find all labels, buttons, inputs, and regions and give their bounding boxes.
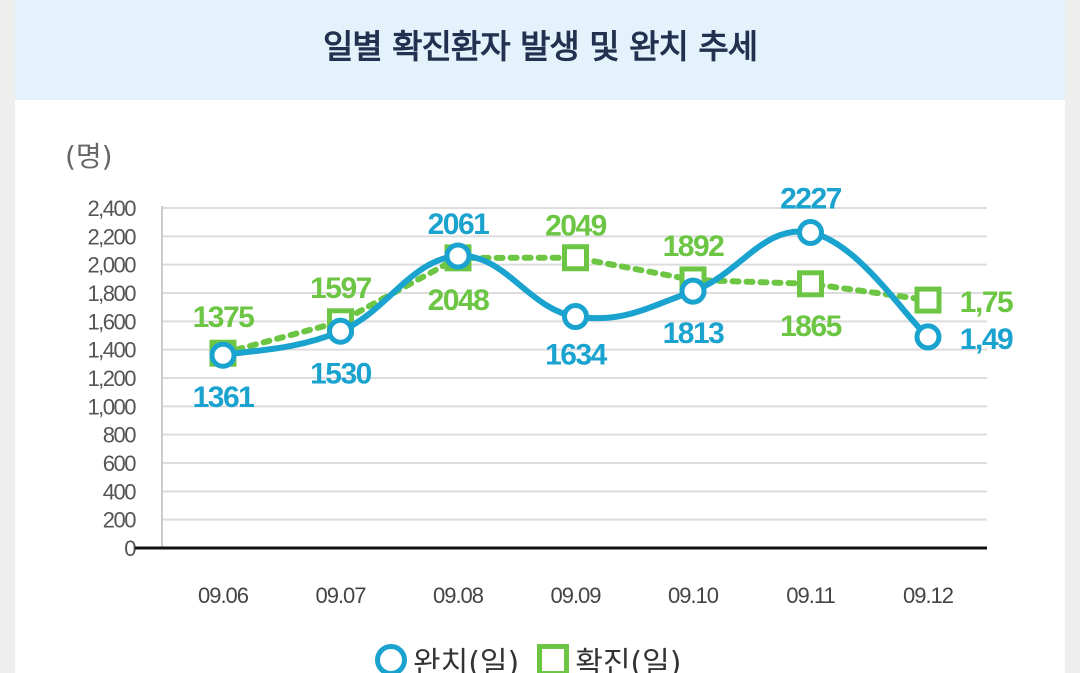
x-tick-label: 09.07 <box>315 583 366 608</box>
y-tick-label: 0 <box>124 536 136 561</box>
y-tick-label: 2,400 <box>87 196 136 221</box>
series-recovered <box>209 219 942 369</box>
recovered-point <box>209 341 237 369</box>
confirmed-data-label: 1865 <box>780 310 842 343</box>
recovered-data-label: 1361 <box>193 381 255 414</box>
legend-label-confirmed: 확진(일) <box>575 646 682 673</box>
x-tick-label: 09.11 <box>786 583 835 608</box>
x-tick-label: 09.06 <box>198 583 249 608</box>
chart-title: 일별 확진환자 발생 및 완치 추세 <box>322 27 758 66</box>
legend-label-recovered: 완치(일) <box>413 646 520 673</box>
y-tick-label: 400 <box>103 479 136 504</box>
y-tick-label: 1,000 <box>87 394 136 419</box>
square-marker-icon <box>537 644 570 673</box>
chart-legend: 완치(일) 확진(일) <box>375 640 681 673</box>
y-tick-label: 200 <box>103 508 136 533</box>
recovered-data-label: 1813 <box>663 317 725 350</box>
confirmed-point <box>562 244 589 272</box>
recovered-point <box>327 317 354 345</box>
legend-item-confirmed[interactable]: 확진(일) <box>537 638 681 673</box>
y-tick-label: 1,200 <box>87 366 136 391</box>
legend-item-recovered[interactable]: 완치(일) <box>375 638 519 673</box>
y-tick-label: 2,000 <box>87 253 136 278</box>
recovered-point <box>797 219 824 247</box>
labels-recovered: 1361 1530 2061 1634 1813 2227 1,49 <box>193 183 1015 415</box>
y-tick-label: 800 <box>103 423 136 448</box>
labels-confirmed: 1375 1597 2048 2049 1892 1865 1,75 <box>193 210 1015 343</box>
x-tick-label: 09.09 <box>550 583 601 608</box>
confirmed-data-label: 1375 <box>193 301 255 334</box>
x-tick-label: 09.08 <box>433 583 484 608</box>
confirmed-data-label: 2049 <box>545 210 607 243</box>
x-tick-label: 09.12 <box>903 583 954 608</box>
y-tick-label: 1,400 <box>87 338 136 363</box>
circle-marker-icon <box>375 644 407 673</box>
chart-header: 일별 확진환자 발생 및 완치 추세 <box>15 0 1065 100</box>
y-unit-label: (명) <box>65 140 113 173</box>
confirmed-data-label: 1892 <box>663 230 725 263</box>
chart-card: 일별 확진환자 발생 및 완치 추세 (명) 0 200 400 600 800 1,00… <box>15 0 1065 673</box>
y-tick-label: 600 <box>103 451 136 476</box>
recovered-data-label: 2227 <box>780 183 842 216</box>
recovered-point <box>444 242 472 270</box>
confirmed-data-label: 2048 <box>428 284 490 317</box>
confirmed-data-label: 1597 <box>310 272 372 305</box>
recovered-point <box>679 277 707 305</box>
y-tick-label: 1,600 <box>87 309 136 334</box>
y-axis-ticks: 0 200 400 600 800 1,000 1,200 1,400 1,600 1,800 2,… <box>87 196 137 561</box>
x-tick-label: 09.10 <box>668 583 719 608</box>
confirmed-point <box>797 270 824 298</box>
recovered-point <box>914 323 942 351</box>
line-chart: 0 200 400 600 800 1,000 1,200 1,400 1,600 1,800 2,… <box>87 183 1015 608</box>
recovered-data-label: 1634 <box>545 339 608 372</box>
recovered-data-label: 1,49 <box>960 323 1013 356</box>
y-tick-label: 1,800 <box>87 281 136 306</box>
confirmed-data-label: 1,75 <box>960 286 1013 319</box>
axes <box>135 206 987 550</box>
recovered-data-label: 2061 <box>428 208 490 241</box>
recovered-data-label: 1530 <box>310 357 372 390</box>
recovered-point <box>562 303 589 331</box>
y-tick-label: 2,200 <box>87 224 136 249</box>
x-axis-ticks: 09.06 09.07 09.08 09.09 09.10 09.11 09.12 <box>198 583 955 608</box>
confirmed-point <box>914 286 942 314</box>
